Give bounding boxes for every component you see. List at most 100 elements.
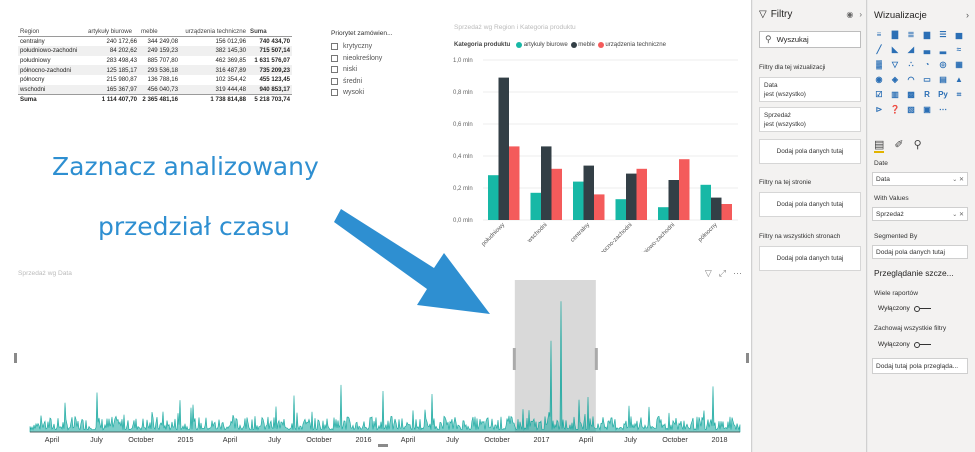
checkbox[interactable] — [331, 54, 338, 62]
bar-1-1[interactable] — [541, 146, 552, 220]
slicer-option[interactable]: wysoki — [331, 87, 393, 99]
analytics-tab-icon[interactable]: ⚲ — [913, 139, 922, 151]
line-clustered-icon[interactable]: ▂ — [939, 45, 947, 54]
well-actions-icon[interactable]: ⌄ ✕ — [952, 211, 964, 218]
bar-2-1[interactable] — [583, 165, 595, 220]
stacked-column-icon[interactable]: ▇ — [891, 30, 899, 39]
clustered-column-icon[interactable]: ▆ — [923, 30, 931, 39]
sales-series-line[interactable] — [29, 301, 741, 433]
key-influencers-icon[interactable]: ⌗ — [956, 89, 962, 99]
filter-icon[interactable]: ▽ — [704, 268, 712, 278]
eye-icon[interactable]: ◉ — [846, 10, 854, 19]
legend-label-office[interactable]: artykuły biurowe — [523, 41, 568, 48]
qa-icon[interactable]: ❓ — [890, 105, 900, 114]
table-icon[interactable]: ▥ — [891, 90, 899, 99]
decomposition-icon[interactable]: ⊳ — [875, 105, 883, 114]
card-icon[interactable]: ▭ — [923, 75, 931, 84]
matrix-header-sum[interactable]: Suma — [248, 27, 292, 38]
selection-handle-left[interactable] — [512, 348, 516, 370]
bar-5-1[interactable] — [711, 197, 722, 220]
100-bar-icon[interactable]: ☰ — [939, 30, 947, 39]
selection-handle-right[interactable] — [594, 348, 598, 370]
paginated-icon[interactable]: ▣ — [923, 105, 931, 114]
bar-4-0[interactable] — [658, 207, 669, 220]
checkbox[interactable] — [331, 66, 338, 74]
scatter-icon[interactable]: ∴ — [908, 60, 914, 69]
matrix-icon[interactable]: ▩ — [907, 90, 915, 99]
segmented-well[interactable]: Dodaj pola danych tutaj — [872, 245, 968, 259]
filter-card-sales[interactable]: Sprzedaż jest (wszystko) — [759, 107, 861, 132]
line-chart-icon[interactable]: ╱ — [876, 45, 882, 54]
pie-icon[interactable]: ◔ — [924, 60, 930, 69]
bar-1-2[interactable] — [551, 168, 563, 220]
map-icon[interactable]: ◉ — [875, 75, 883, 84]
report-canvas[interactable]: Region artykuły biurowe meble urządzenia… — [0, 0, 752, 452]
resize-handle-left[interactable] — [14, 353, 17, 363]
sales-by-date-chart[interactable]: April July October 2015 April July October 2016… — [12, 266, 748, 446]
visual-filters-drop[interactable]: Dodaj pola danych tutaj — [759, 139, 861, 164]
values-well[interactable]: Sprzedaż ⌄ ✕ — [872, 207, 968, 221]
matrix-header-office[interactable]: artykuły biurowe — [86, 27, 139, 38]
bar-0-1[interactable] — [498, 77, 510, 220]
more-options-icon[interactable]: ⋯ — [733, 268, 742, 278]
bar-5-2[interactable] — [721, 204, 733, 220]
collapse-visualizations-icon[interactable]: › — [966, 10, 969, 20]
funnel-icon[interactable]: ▽ — [891, 60, 899, 69]
r-visual-icon[interactable]: R — [924, 90, 930, 99]
matrix-header-region[interactable]: Region — [18, 27, 86, 38]
waterfall-icon[interactable]: ▓ — [876, 60, 882, 69]
bar-2-2[interactable] — [594, 194, 605, 220]
multirow-card-icon[interactable]: ▤ — [939, 75, 947, 84]
more-visuals-icon[interactable]: ⋯ — [939, 105, 947, 114]
gauge-icon[interactable]: ◠ — [907, 75, 915, 84]
fields-tab-icon[interactable]: ▤ — [874, 139, 885, 153]
resize-handle-right[interactable] — [746, 353, 749, 363]
stacked-area-icon[interactable]: ◢ — [907, 45, 915, 54]
format-tab-icon[interactable]: ✐ — [894, 139, 904, 151]
slicer-option[interactable]: średni — [331, 76, 393, 88]
bar-4-2[interactable] — [679, 159, 690, 220]
line-column-icon[interactable]: ▃ — [923, 45, 931, 54]
slicer-option[interactable]: niski — [331, 64, 393, 76]
selection-range[interactable] — [514, 280, 596, 432]
legend-label-tech[interactable]: urządzenia techniczne — [605, 41, 666, 48]
table-row[interactable]: centralny 240 172,66 344 249,08 156 012,96 7… — [18, 37, 292, 47]
table-row[interactable]: północno-zachodni 125 185,17 293 536,18 316… — [18, 65, 292, 75]
priority-slicer[interactable]: Priorytet zamówien... krytyczny nieokreśl… — [331, 30, 393, 99]
python-visual-icon[interactable]: Py — [938, 90, 948, 99]
all-filters-drop[interactable]: Dodaj pola danych tutaj — [759, 246, 861, 271]
bar-2-0[interactable] — [573, 181, 584, 220]
collapse-filters-icon[interactable]: › — [859, 10, 862, 19]
ribbon-icon[interactable]: ≈ — [956, 45, 962, 54]
matrix-header-furniture[interactable]: meble — [139, 27, 180, 38]
bar-3-1[interactable] — [626, 173, 637, 220]
checkbox[interactable] — [331, 43, 338, 51]
legend-label-furniture[interactable]: meble — [578, 41, 595, 48]
kpi-icon[interactable]: ▲ — [955, 75, 963, 84]
bar-3-0[interactable] — [615, 199, 627, 220]
checkbox[interactable] — [331, 89, 338, 97]
slicer-icon[interactable]: ☑ — [875, 90, 883, 99]
filters-search-input[interactable]: ⚲ Wyszukaj — [759, 31, 861, 48]
region-category-bar-chart[interactable]: 0,0 mln 0,2 mln 0,4 mln 0,6 mln 0,8 mln 1,0 m… — [450, 20, 746, 252]
bar-3-2[interactable] — [636, 168, 648, 220]
filled-map-icon[interactable]: ◈ — [891, 75, 899, 84]
page-filters-drop[interactable]: Dodaj pola danych tutaj — [759, 192, 861, 217]
bar-4-1[interactable] — [668, 180, 680, 220]
table-row[interactable]: północny 215 980,87 136 788,16 102 354,42 45… — [18, 75, 292, 85]
axis-well[interactable]: Data ⌄ ✕ — [872, 172, 968, 186]
keep-filters-toggle[interactable]: Wyłączony — [878, 341, 931, 348]
toggle-switch-icon[interactable] — [913, 341, 931, 348]
table-row[interactable]: wschodni 165 367,97 456 040,73 319 444,48 94… — [18, 84, 292, 95]
filter-card-data[interactable]: Data jest (wszystko) — [759, 77, 861, 102]
slicer-option[interactable]: krytyczny — [331, 41, 393, 53]
bar-1-0[interactable] — [530, 192, 542, 220]
100-column-icon[interactable]: ▅ — [955, 30, 963, 39]
treemap-icon[interactable]: ▦ — [955, 60, 963, 69]
bar-0-2[interactable] — [509, 146, 520, 220]
stacked-bar-icon[interactable]: ≡ — [876, 30, 882, 39]
slicer-option[interactable]: nieokreślony — [331, 53, 393, 65]
cross-report-toggle[interactable]: Wyłączony — [878, 305, 931, 312]
resize-handle-bottom[interactable] — [378, 444, 388, 447]
bar-0-0[interactable] — [488, 175, 499, 220]
